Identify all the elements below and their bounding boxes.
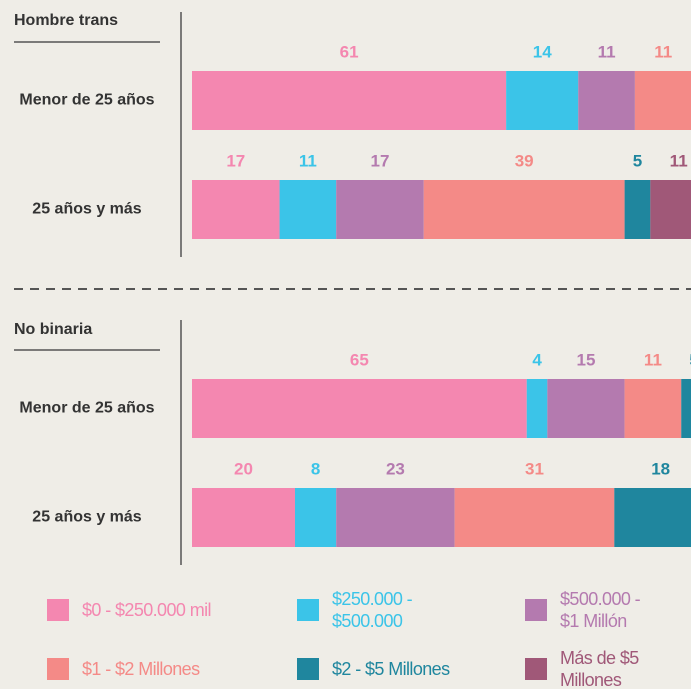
bar-segment — [650, 180, 691, 239]
legend-swatch — [47, 658, 69, 680]
bar-segment — [454, 488, 615, 547]
legend-swatch — [47, 599, 69, 621]
bar-segment — [192, 379, 527, 438]
bar-segment — [423, 180, 625, 239]
value-label: 18 — [651, 459, 670, 478]
bar-segment — [336, 488, 455, 547]
panel-title: Hombre trans — [14, 12, 118, 29]
bar-segment — [192, 180, 280, 239]
legend-label: $0 - $250.000 mil — [82, 600, 211, 620]
bar-segment — [578, 71, 635, 130]
value-label: 17 — [226, 151, 245, 170]
legend-item: $250.000 - $500.000 — [297, 587, 432, 633]
legend-item: $1 - $2 Millones — [47, 646, 282, 689]
legend-label: $1 - $2 Millones — [82, 659, 200, 679]
panel-title: No binaria — [14, 321, 92, 338]
legend-swatch — [297, 599, 319, 621]
category-label: Menor de 25 años — [19, 400, 154, 417]
bar-segment — [192, 488, 295, 547]
value-label: 5 — [689, 350, 691, 369]
value-label: 39 — [515, 151, 534, 170]
category-label: Menor de 25 años — [19, 92, 154, 109]
value-label: 11 — [299, 151, 317, 170]
bar-segment — [624, 180, 651, 239]
legend-item: $0 - $250.000 mil — [47, 587, 282, 633]
legend-label: $2 - $5 Millones — [332, 659, 450, 679]
legend-swatch — [525, 658, 547, 680]
value-label: 11 — [670, 151, 688, 170]
legend-label: $500.000 - $1 Millón — [560, 589, 641, 631]
value-label: 15 — [577, 350, 596, 369]
value-label: 11 — [654, 42, 672, 61]
category-label: 25 años y más — [32, 201, 142, 218]
value-label: 4 — [532, 350, 542, 369]
value-label: 61 — [340, 42, 359, 61]
bar-segment — [547, 379, 625, 438]
value-label: 20 — [234, 459, 253, 478]
bar-segment — [614, 488, 691, 547]
bar-segment — [624, 379, 682, 438]
category-label: 25 años y más — [32, 509, 142, 526]
bar-segment — [634, 71, 691, 130]
bar-segment — [336, 180, 424, 239]
legend-label: Más de $5 Millones — [560, 648, 639, 689]
bar-segment — [506, 71, 579, 130]
chart: Hombre trans No binaria Menor de 25 años 61… — [14, 12, 691, 565]
value-label: 23 — [386, 459, 405, 478]
bar-segment — [295, 488, 337, 547]
value-label: 31 — [525, 459, 544, 478]
value-label: 11 — [644, 350, 662, 369]
legend-swatch — [525, 599, 547, 621]
legend-label: $250.000 - $500.000 — [332, 589, 413, 631]
bar-segment — [279, 180, 337, 239]
legend-item: Más de $5 Millones — [525, 646, 660, 689]
value-label: 5 — [633, 151, 642, 170]
bar-segment — [681, 379, 691, 438]
legend-item: $2 - $5 Millones — [297, 646, 532, 689]
value-label: 65 — [350, 350, 369, 369]
value-label: 11 — [598, 42, 616, 61]
bar-segment — [526, 379, 548, 438]
value-label: 14 — [533, 42, 552, 61]
legend-item: $500.000 - $1 Millón — [525, 587, 660, 633]
value-label: 8 — [311, 459, 320, 478]
legend-swatch — [297, 658, 319, 680]
legend: $0 - $250.000 mil $250.000 - $500.000 $500… — [0, 585, 691, 689]
bar-segment — [192, 71, 507, 130]
value-label: 17 — [371, 151, 390, 170]
